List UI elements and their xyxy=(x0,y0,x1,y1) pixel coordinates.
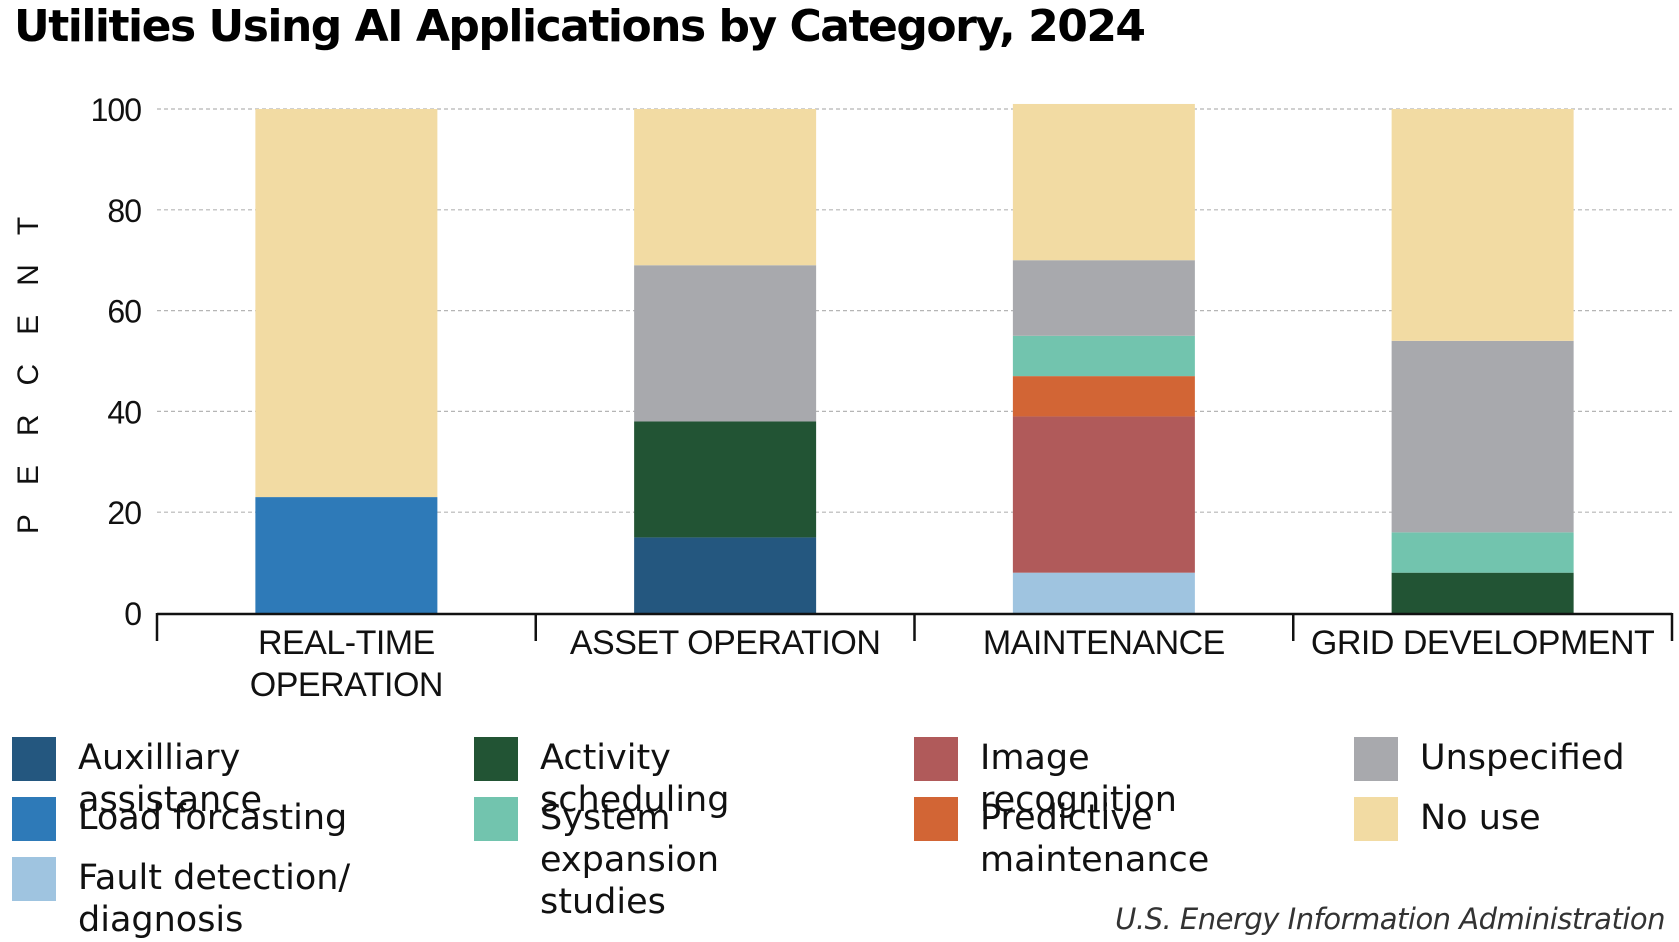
bar-stacks xyxy=(255,103,1574,613)
legend-swatch xyxy=(474,797,518,841)
bar-segment xyxy=(634,109,817,266)
legend-label: Activity scheduling xyxy=(540,738,730,820)
bar-segment xyxy=(1391,532,1574,573)
legend-label: Predictive maintenance xyxy=(980,798,1210,880)
legend-label: Fault detection/ diagnosis xyxy=(78,858,351,940)
bar-segment xyxy=(255,109,438,498)
y-tick-label: 40 xyxy=(107,394,141,430)
legend-item: No use xyxy=(1354,797,1679,841)
legend-label: No use xyxy=(1420,798,1541,838)
legend-swatch xyxy=(12,737,56,781)
legend-label: Image recognition xyxy=(980,738,1177,820)
y-tick-label: 80 xyxy=(107,193,141,229)
legend-item: Unspecified xyxy=(1354,737,1679,781)
legend-label: System expansion studies xyxy=(540,798,720,922)
x-tick-labels: REAL-TIME OPERATION ASSET OPERATION MAINTEN… xyxy=(250,624,1655,704)
bar-segment xyxy=(1391,109,1574,341)
y-tick-label: 0 xyxy=(124,596,141,632)
x-tick-label: OPERATION xyxy=(250,666,443,704)
legend-label: Unspecified xyxy=(1420,738,1625,778)
legend-item: Auxilliary assistance xyxy=(12,737,388,821)
x-tick-label: REAL-TIME xyxy=(258,624,435,662)
x-tick-label: ASSET OPERATION xyxy=(570,624,881,662)
bar-segment xyxy=(634,421,817,538)
legend-label: Auxilliary assistance xyxy=(78,738,263,820)
x-tick-label: GRID DEVELOPMENT xyxy=(1311,624,1654,662)
legend-label: Load forcasting xyxy=(78,798,348,838)
y-tick-labels: 0 20 40 60 80 100 xyxy=(91,92,143,632)
bar-segment xyxy=(634,537,817,613)
x-tick-label: MAINTENANCE xyxy=(983,624,1225,662)
axes xyxy=(155,612,1674,641)
bar-segment xyxy=(1012,376,1195,417)
legend-item: Load forcasting xyxy=(12,797,388,841)
y-axis-label-text: PERCENT xyxy=(12,188,45,534)
legend-item: Image recognition xyxy=(914,737,1290,821)
bar-segment xyxy=(1391,572,1574,613)
bar-segment xyxy=(1012,335,1195,377)
bar-segment xyxy=(1012,260,1195,336)
legend-swatch xyxy=(1354,737,1398,781)
legend-item: System expansion studies xyxy=(474,797,850,923)
chart-title: Utilities Using AI Applications by Categ… xyxy=(14,1,1146,52)
legend-item: Activity scheduling xyxy=(474,737,850,821)
bar-segment xyxy=(1012,572,1195,613)
y-axis-label: PERCENT xyxy=(12,188,45,534)
legend-item: Fault detection/ diagnosis xyxy=(12,857,388,941)
bar-segment xyxy=(1012,416,1195,573)
legend-swatch xyxy=(1354,797,1398,841)
y-tick-label: 60 xyxy=(107,294,141,330)
y-tick-label: 100 xyxy=(91,92,142,128)
legend-swatch xyxy=(914,797,958,841)
legend-item: Predictive maintenance xyxy=(914,797,1290,881)
legend-swatch xyxy=(474,737,518,781)
bar-segment xyxy=(255,497,438,613)
legend-swatch xyxy=(12,857,56,901)
legend-swatch xyxy=(914,737,958,781)
source-note: U.S. Energy Information Administration xyxy=(1115,902,1665,936)
bar-segment xyxy=(1012,103,1195,261)
legend-swatch xyxy=(12,797,56,841)
y-tick-label: 20 xyxy=(107,495,141,531)
bar-segment xyxy=(634,265,817,422)
bar-segment xyxy=(1391,340,1574,533)
